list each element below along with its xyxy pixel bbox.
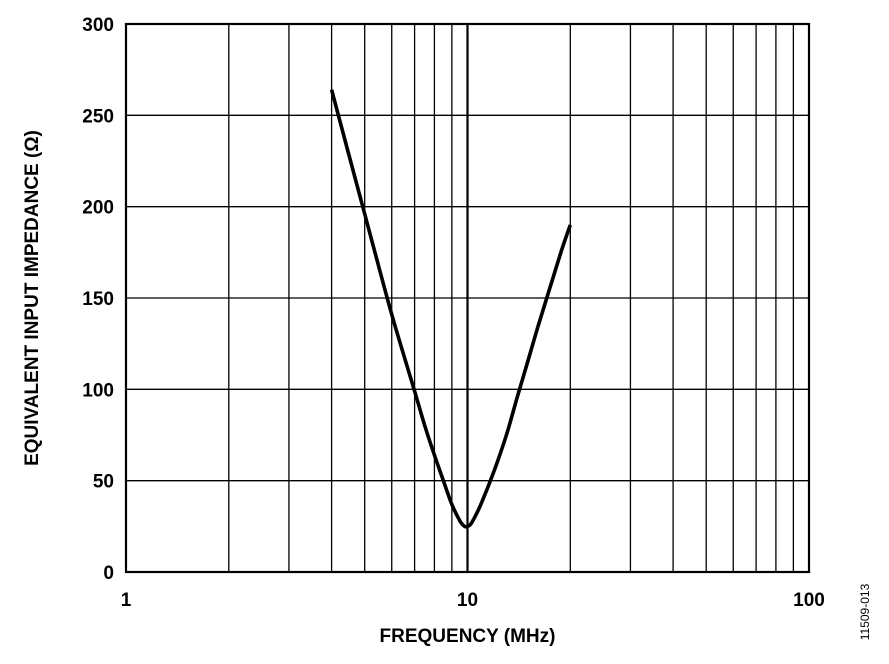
y-tick-label: 100 xyxy=(82,380,114,401)
x-tick-label: 10 xyxy=(457,590,478,611)
x-tick-label: 1 xyxy=(121,590,132,611)
x-axis-title: FREQUENCY (MHz) xyxy=(380,626,556,647)
y-tick-label: 250 xyxy=(82,106,114,127)
y-tick-labels: 0 50 100 150 200 250 300 xyxy=(82,15,114,584)
plot-frame xyxy=(124,22,811,574)
y-tick-label: 200 xyxy=(82,198,114,219)
x-tick-label: 100 xyxy=(793,590,825,611)
figure-id: 11509-013 xyxy=(858,583,872,640)
impedance-series-line xyxy=(329,89,573,529)
y-tick-label: 0 xyxy=(103,563,114,584)
y-axis-title: EQUIVALENT INPUT IMPEDANCE (Ω) xyxy=(22,130,43,466)
x-tick-labels: 1 10 100 xyxy=(121,590,825,611)
y-tick-label: 150 xyxy=(82,289,114,310)
y-tick-label: 300 xyxy=(82,15,114,36)
grid xyxy=(126,24,809,572)
y-tick-label: 50 xyxy=(93,472,114,493)
series-layer xyxy=(329,89,573,529)
